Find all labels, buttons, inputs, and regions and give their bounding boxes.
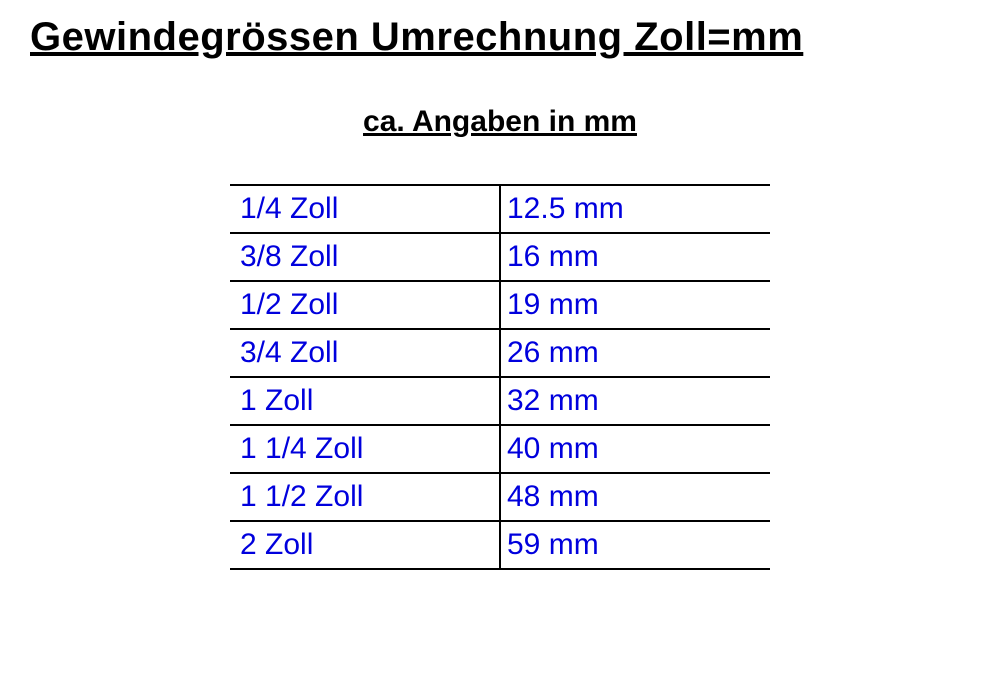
zoll-cell: 1 1/4 Zoll [230, 425, 500, 473]
conversion-table: 1/4 Zoll 12.5 mm 3/8 Zoll 16 mm 1/2 Zoll… [230, 184, 770, 570]
table-row: 1 1/4 Zoll 40 mm [230, 425, 770, 473]
mm-cell: 48 mm [500, 473, 770, 521]
mm-cell: 32 mm [500, 377, 770, 425]
table-row: 3/4 Zoll 26 mm [230, 329, 770, 377]
table-row: 1/2 Zoll 19 mm [230, 281, 770, 329]
page-subtitle: ca. Angaben in mm [0, 105, 1000, 139]
mm-cell: 59 mm [500, 521, 770, 569]
zoll-cell: 1/4 Zoll [230, 185, 500, 233]
mm-cell: 19 mm [500, 281, 770, 329]
mm-cell: 40 mm [500, 425, 770, 473]
zoll-cell: 3/4 Zoll [230, 329, 500, 377]
zoll-cell: 1/2 Zoll [230, 281, 500, 329]
mm-cell: 12.5 mm [500, 185, 770, 233]
zoll-cell: 2 Zoll [230, 521, 500, 569]
mm-cell: 16 mm [500, 233, 770, 281]
page-title: Gewindegrössen Umrechnung Zoll=mm [0, 15, 1000, 60]
table-row: 1/4 Zoll 12.5 mm [230, 185, 770, 233]
conversion-table-container: 1/4 Zoll 12.5 mm 3/8 Zoll 16 mm 1/2 Zoll… [230, 184, 770, 570]
table-row: 3/8 Zoll 16 mm [230, 233, 770, 281]
mm-cell: 26 mm [500, 329, 770, 377]
zoll-cell: 1 1/2 Zoll [230, 473, 500, 521]
table-row: 1 Zoll 32 mm [230, 377, 770, 425]
zoll-cell: 3/8 Zoll [230, 233, 500, 281]
table-row: 1 1/2 Zoll 48 mm [230, 473, 770, 521]
table-row: 2 Zoll 59 mm [230, 521, 770, 569]
zoll-cell: 1 Zoll [230, 377, 500, 425]
